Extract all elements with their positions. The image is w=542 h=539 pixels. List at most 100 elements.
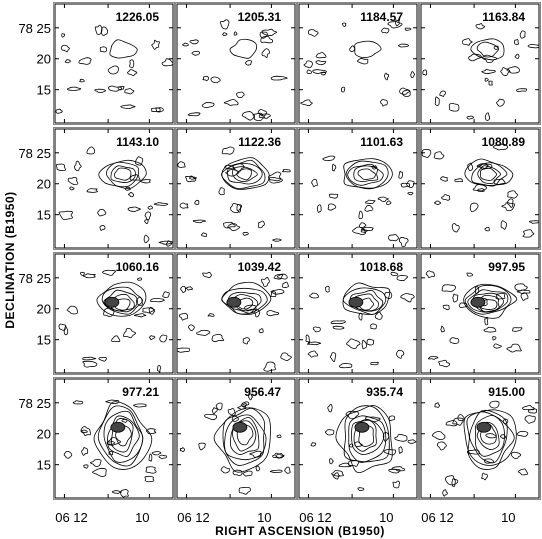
noise-contour — [276, 273, 288, 280]
noise-contour — [111, 490, 122, 494]
absorption-patch — [476, 421, 492, 433]
y-tick-label: 20 — [37, 52, 51, 67]
noise-contour — [67, 86, 82, 91]
noise-contour — [150, 298, 165, 303]
noise-contour — [485, 433, 497, 439]
noise-contour — [331, 163, 337, 172]
velocity-label: 1080.89 — [482, 135, 526, 149]
source-contour — [221, 287, 268, 315]
noise-contour — [529, 220, 539, 224]
panel-outer-frame — [53, 2, 175, 125]
noise-contour — [92, 467, 107, 478]
panel-frame — [420, 378, 540, 499]
noise-contour — [398, 236, 409, 247]
noise-contour — [327, 203, 337, 211]
noise-contour — [332, 325, 345, 330]
x-tick-label: 10 — [135, 510, 149, 525]
channel-panel: 1018.68 — [297, 252, 419, 375]
noise-contour — [162, 291, 170, 298]
absorption-patch — [354, 421, 370, 433]
noise-contour — [433, 151, 445, 160]
x-tick-label: 10 — [379, 510, 393, 525]
panel-ticks — [421, 4, 539, 123]
noise-contour — [241, 402, 248, 408]
contour-group — [177, 271, 292, 372]
noise-contour — [341, 22, 347, 27]
noise-contour — [400, 182, 411, 188]
source-contour — [474, 415, 505, 457]
panel-ticks — [177, 4, 295, 123]
noise-contour — [438, 359, 451, 368]
panel-ticks — [177, 379, 295, 498]
source-contour — [463, 283, 518, 319]
y-tick-label: 20 — [37, 427, 51, 442]
noise-contour — [105, 399, 120, 405]
x-tick-label: 10 — [501, 510, 515, 525]
noise-contour — [516, 88, 528, 93]
noise-contour — [61, 33, 66, 38]
panel-frame — [54, 128, 174, 249]
channel-panel: 1143.10 — [53, 127, 175, 250]
noise-contour — [320, 71, 327, 76]
noise-contour — [501, 202, 516, 211]
source-contour — [115, 423, 132, 447]
noise-contour — [329, 352, 337, 363]
noise-contour — [484, 316, 489, 326]
noise-contour — [81, 447, 89, 456]
noise-contour — [94, 88, 107, 93]
noise-contour — [201, 102, 215, 109]
noise-contour — [207, 313, 215, 317]
source-contour — [93, 401, 153, 470]
noise-contour — [492, 336, 497, 341]
noise-contour — [406, 180, 415, 189]
panel-ticks — [177, 129, 295, 248]
contour-group — [425, 270, 531, 368]
absorption-patch — [470, 296, 486, 308]
panel-outer-frame — [175, 2, 297, 125]
noise-contour — [357, 487, 365, 492]
noise-contour — [242, 470, 253, 477]
noise-contour — [384, 72, 390, 81]
noise-contour — [448, 102, 460, 112]
noise-contour — [484, 112, 491, 121]
contour-group — [421, 143, 539, 238]
source-contour — [236, 168, 253, 181]
noise-contour — [410, 71, 416, 78]
source-contour — [480, 423, 497, 445]
source-contour — [103, 289, 138, 313]
noise-contour — [238, 486, 251, 495]
noise-contour — [361, 339, 367, 350]
noise-contour — [219, 19, 230, 30]
velocity-label: 1018.68 — [360, 260, 404, 274]
noise-contour — [441, 284, 456, 293]
noise-contour — [179, 312, 189, 321]
noise-contour — [231, 415, 239, 423]
velocity-label: 956.47 — [244, 385, 281, 399]
velocity-label: 997.95 — [488, 260, 525, 274]
noise-contour — [386, 200, 392, 205]
noise-contour — [158, 240, 173, 245]
noise-contour — [449, 337, 460, 344]
noise-contour — [371, 165, 378, 170]
noise-contour — [327, 403, 333, 413]
noise-contour — [391, 466, 406, 472]
source-contour — [109, 39, 138, 59]
noise-contour — [307, 350, 319, 358]
panel-outer-frame — [175, 377, 297, 500]
noise-contour — [516, 289, 531, 295]
noise-contour — [517, 468, 529, 476]
noise-contour — [182, 42, 189, 47]
noise-contour — [107, 65, 119, 75]
noise-contour — [144, 475, 155, 483]
contour-group — [177, 146, 291, 242]
noise-contour — [489, 400, 500, 409]
panel-outer-frame — [297, 127, 419, 250]
noise-contour — [143, 234, 150, 244]
noise-contour — [97, 209, 107, 217]
noise-contour — [394, 433, 408, 442]
panel-frame — [54, 3, 174, 124]
contour-group — [182, 19, 288, 122]
noise-contour — [506, 66, 520, 74]
noise-contour — [236, 91, 245, 99]
noise-contour — [457, 414, 465, 422]
